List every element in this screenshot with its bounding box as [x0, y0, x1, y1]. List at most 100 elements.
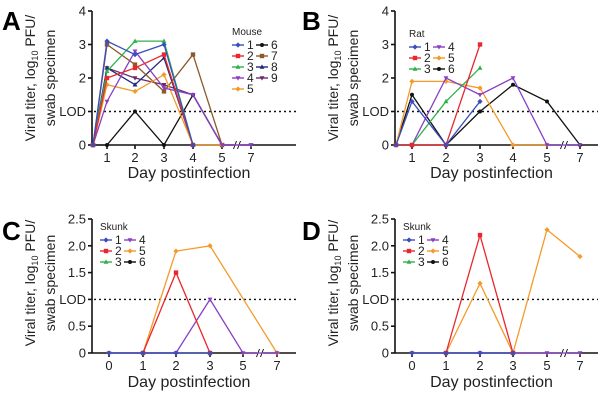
legend-label: 7: [271, 49, 278, 63]
series-line-4: [109, 298, 277, 354]
x-tick-label: 4: [509, 150, 516, 165]
data-point-4: [274, 351, 280, 356]
y-axis-label-text: Viral titer, log: [22, 61, 38, 142]
y-axis-label-line2: swab specimen: [42, 30, 58, 127]
series-line-2: [396, 44, 481, 146]
data-point-4: [240, 351, 246, 356]
x-tick-label: 4: [189, 150, 196, 165]
y-axis-label-subscript: 10: [30, 51, 40, 61]
y-axis-label-subscript: 10: [333, 51, 343, 61]
data-point-1: [477, 350, 483, 356]
x-tick-label: 2: [476, 358, 483, 373]
series-line-1: [395, 100, 481, 147]
legend-item-7: 7: [256, 49, 278, 63]
x-tick-label: 1: [442, 358, 449, 373]
series-line-2: [445, 232, 514, 354]
legend-swatch-marker: [436, 45, 442, 50]
legend-swatch-marker: [103, 248, 109, 254]
data-point-4: [161, 86, 167, 91]
x-tick-label: 7: [247, 150, 254, 165]
data-point-6: [545, 99, 549, 104]
legend-label: 2: [424, 51, 431, 65]
series-line-2: [142, 270, 211, 354]
legend-swatch-marker: [431, 260, 435, 264]
legend-label: 1: [115, 233, 122, 247]
data-point-4: [577, 143, 583, 148]
legend-swatch-marker: [412, 66, 418, 71]
series-group: [106, 243, 280, 356]
data-point-7: [190, 52, 196, 57]
legend-swatch-marker: [406, 248, 412, 254]
data-point-2: [477, 232, 483, 238]
y-axis-label-text: Viral titer, log: [325, 266, 341, 347]
data-point-8: [104, 65, 110, 70]
x-axis-label: Day postinfection: [430, 165, 553, 182]
legend-swatch-marker: [430, 248, 436, 254]
legend-swatch-marker: [235, 86, 241, 92]
data-point-1: [190, 142, 196, 148]
legend-item-6: 6: [427, 255, 449, 269]
x-tick-label: 2: [172, 358, 179, 373]
legend-title: Skunk: [403, 222, 432, 233]
y-tick-label: 2: [79, 71, 86, 86]
data-point-2: [409, 142, 415, 148]
legend-item-5: 5: [124, 244, 146, 258]
legend-item-3: 3: [409, 62, 431, 76]
legend-swatch-marker: [127, 248, 133, 254]
data-point-5: [477, 85, 483, 91]
legend-item-4: 4: [124, 233, 146, 247]
y-tick-label: LOD: [59, 104, 86, 119]
y-tick-label: LOD: [362, 292, 389, 307]
data-point-6: [478, 109, 482, 114]
y-tick-label: 2.0: [371, 238, 389, 253]
data-point-1: [393, 142, 399, 148]
data-point-5: [173, 248, 179, 254]
legend-label: 3: [247, 60, 254, 74]
x-tick-label: 1: [408, 150, 415, 165]
x-axis-label: Day postinfection: [128, 165, 251, 182]
y-tick-label: 0: [382, 138, 389, 153]
x-tick-label: 7: [576, 150, 583, 165]
data-point-6: [133, 109, 137, 114]
series-group: [409, 227, 583, 356]
data-point-9: [161, 82, 167, 88]
legend-title: Mouse: [232, 27, 262, 38]
data-point-2: [104, 75, 110, 81]
data-point-8: [132, 82, 138, 87]
x-tick-label: 3: [476, 150, 483, 165]
data-point-4: [190, 92, 196, 98]
legend-item-4: 4: [427, 233, 449, 247]
y-axis-label-line1: Viral titer, log10 PFU/: [325, 15, 343, 142]
x-axis-label: Day postinfection: [430, 374, 553, 391]
data-point-4: [443, 76, 449, 81]
data-point-2: [477, 42, 483, 47]
y-tick-label: 4: [382, 4, 389, 19]
data-point-3: [443, 98, 449, 104]
series-line-5: [445, 228, 581, 355]
y-axis-label-subscript: 10: [30, 256, 40, 266]
legend-item-6: 6: [124, 255, 146, 269]
y-axis-label-unit: PFU/: [325, 15, 341, 51]
legend-label: 2: [115, 244, 122, 258]
legend-swatch-marker: [412, 44, 418, 50]
y-axis-label-unit: PFU/: [325, 220, 341, 256]
data-point-4: [132, 49, 138, 54]
data-point-1: [409, 350, 415, 356]
data-point-5: [510, 142, 516, 148]
panel-letter: C: [2, 216, 21, 246]
data-point-4: [207, 297, 213, 303]
y-tick-label: 1.5: [68, 265, 86, 280]
x-tick-label: 5: [543, 150, 550, 165]
y-axis-label-line1: Viral titer, log10 PFU/: [22, 15, 40, 142]
x-axis-label: Day postinfection: [128, 374, 251, 391]
legend-item-6: 6: [256, 38, 278, 52]
data-point-5: [477, 280, 483, 286]
data-point-1: [161, 41, 167, 48]
y-tick-label: 0: [79, 138, 86, 153]
data-point-5: [409, 78, 415, 84]
legend-item-1: 1: [403, 233, 425, 247]
